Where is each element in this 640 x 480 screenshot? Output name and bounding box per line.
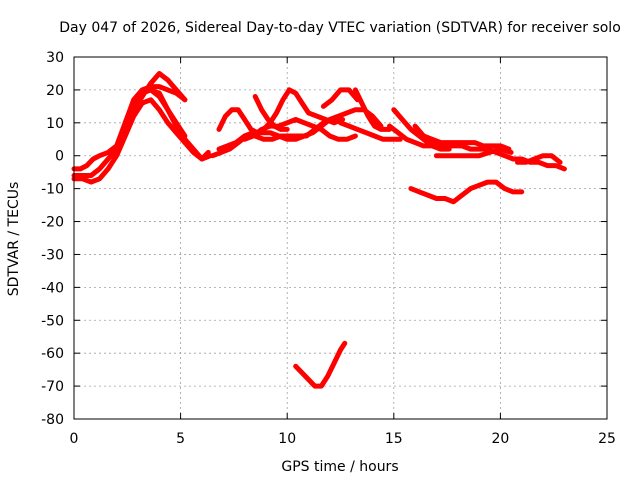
- y-tick-label: -30: [41, 247, 64, 263]
- series-arc-3: [71, 97, 213, 185]
- series-arc-2: [71, 71, 188, 178]
- chart-title: Day 047 of 2026, Sidereal Day-to-day VTE…: [59, 20, 621, 36]
- x-tick-label: 10: [278, 431, 296, 447]
- y-tick-label: -80: [41, 412, 64, 428]
- y-tick-label: 20: [46, 83, 64, 99]
- series-arc-15: [387, 123, 452, 152]
- series-arc-20: [293, 340, 348, 389]
- series-arc-10: [252, 94, 290, 132]
- y-tick-label: 30: [46, 50, 64, 66]
- x-axis: 0 5 10 15 20 25: [70, 431, 616, 447]
- series-arc-14: [391, 107, 567, 172]
- y-tick-label: 10: [46, 116, 64, 132]
- series-arc-12: [352, 87, 392, 132]
- series-arc-8: [216, 87, 346, 136]
- x-tick-label: 20: [491, 431, 509, 447]
- x-tick-label: 15: [385, 431, 403, 447]
- series-arc-9: [242, 117, 358, 142]
- series-arc-16: [412, 123, 512, 152]
- y-axis-title: SDTVAR / TECUs: [6, 182, 22, 297]
- y-tick-label: -40: [41, 280, 64, 296]
- series-arc-5: [139, 84, 188, 103]
- y-tick-label: 0: [55, 149, 64, 165]
- x-axis-title: GPS time / hours: [281, 459, 398, 475]
- series-arc-19: [408, 179, 525, 205]
- x-tick-label: 5: [176, 431, 185, 447]
- series-arc-13: [338, 120, 403, 142]
- series-arc-18: [515, 153, 563, 165]
- plot-area: [71, 71, 567, 389]
- y-axis: 30 20 10 0 -10 -20 -30 -40 -50 -60 -70 -80: [41, 50, 64, 428]
- series-arc-7: [210, 117, 335, 159]
- series-arc-11: [320, 87, 361, 109]
- y-tick-label: -10: [41, 182, 64, 198]
- x-tick-label: 0: [70, 431, 79, 447]
- y-tick-label: -20: [41, 215, 64, 231]
- series-arc-4: [122, 87, 188, 139]
- axis-ticks: [73, 56, 608, 420]
- plot-frame: [73, 56, 608, 420]
- series-arc-17: [433, 146, 514, 159]
- y-tick-label: -70: [41, 379, 64, 395]
- y-tick-label: -50: [41, 313, 64, 329]
- x-tick-label: 25: [598, 431, 616, 447]
- y-tick-label: -60: [41, 346, 64, 362]
